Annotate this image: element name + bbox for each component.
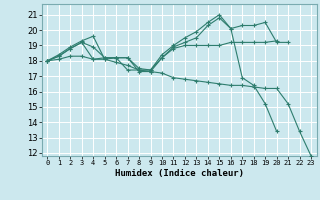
X-axis label: Humidex (Indice chaleur): Humidex (Indice chaleur) bbox=[115, 169, 244, 178]
